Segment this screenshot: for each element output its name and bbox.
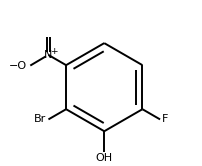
Text: N: N [44, 50, 53, 60]
Text: −O: −O [9, 61, 27, 71]
Text: F: F [162, 114, 168, 124]
Text: Br: Br [34, 114, 46, 124]
Text: OH: OH [96, 153, 113, 163]
Text: +: + [50, 47, 57, 56]
